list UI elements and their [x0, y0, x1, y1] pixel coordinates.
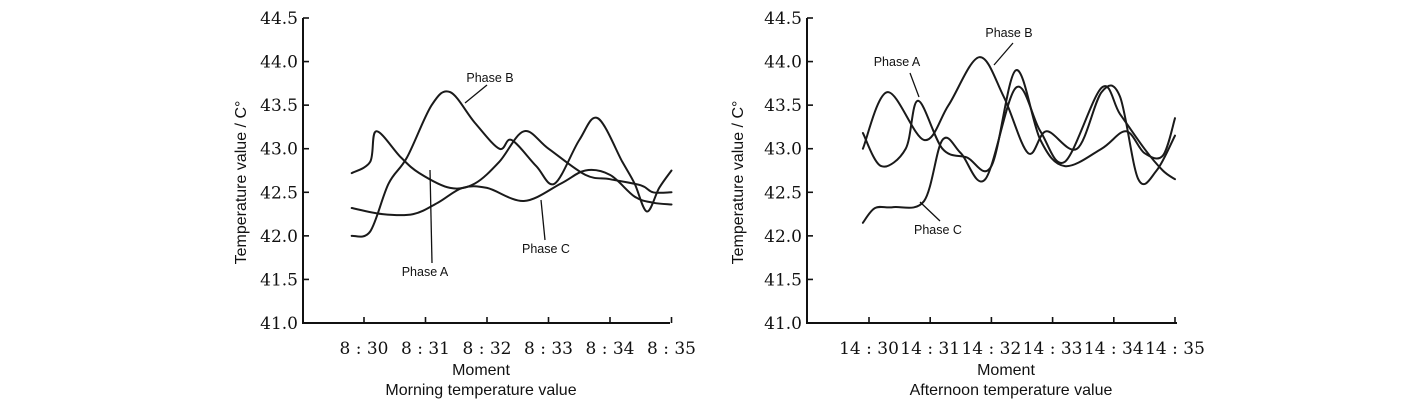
series-line-phase-b [350, 90, 673, 238]
chart-caption: Afternoon temperature value [910, 382, 1113, 399]
axes [806, 18, 1177, 324]
series-annotation-label: Phase C [914, 223, 962, 237]
series-line-phase-c [350, 168, 673, 217]
x-tick-label: 14 : 31 [900, 339, 960, 359]
series-annotation-label: Phase B [466, 71, 513, 85]
series-annotation-label: Phase C [522, 242, 570, 256]
y-tick-label: 41.0 [260, 314, 298, 334]
x-tick-label: 8 : 31 [401, 339, 450, 359]
series-annotation-label: Phase B [985, 26, 1032, 40]
series-line-phase-a [350, 130, 673, 194]
x-tick-label: 14 : 30 [839, 339, 899, 359]
y-axis-title: Temperature value / C° [233, 101, 250, 265]
annotation-leader-line [540, 199, 546, 241]
x-tick-label: 8 : 33 [524, 339, 573, 359]
x-tick-label: 14 : 35 [1145, 339, 1205, 359]
y-tick-label: 43.0 [764, 140, 802, 160]
y-tick-label: 44.0 [260, 53, 298, 73]
chart-panel-1: 41.0 41.5 42.0 42.5 43.0 43.5 44.0 44.5 8 : 30 8 … [233, 9, 696, 399]
x-tick-label: 14 : 32 [961, 339, 1021, 359]
y-axis-title: Temperature value / C° [730, 101, 747, 265]
y-tick-label: 44.0 [764, 53, 802, 73]
series-annotation-label: Phase A [402, 265, 449, 279]
y-tick-label: 42.0 [260, 227, 298, 247]
series-line-phase-b [861, 56, 1176, 186]
x-tick-label: 8 : 34 [586, 339, 635, 359]
y-tick-label: 44.5 [260, 9, 298, 29]
x-tick-label: 8 : 35 [647, 339, 696, 359]
y-tick-label: 42.5 [260, 183, 298, 203]
chart-caption: Morning temperature value [385, 382, 576, 399]
annotation-leader-line [429, 169, 433, 264]
y-tick-label: 41.0 [764, 314, 802, 334]
x-tick-label: 14 : 33 [1023, 339, 1083, 359]
y-tick-label: 42.5 [764, 183, 802, 203]
chart-panel-2: 41.041.542.042.543.043.544.044.514 : 30 1… [730, 9, 1205, 399]
y-tick-label: 44.5 [764, 9, 802, 29]
annotation-leader-line [909, 72, 920, 98]
series-line-phase-c [861, 85, 1176, 224]
x-tick-label: 8 : 30 [340, 339, 389, 359]
annotation-leader-line [993, 42, 1014, 66]
y-tick-label: 43.0 [260, 140, 298, 160]
x-tick-label: 14 : 34 [1084, 339, 1144, 359]
annotation-leader-line [464, 84, 488, 104]
x-axis-title: Moment [977, 362, 1035, 379]
x-tick-label: 8 : 32 [463, 339, 512, 359]
x-axis-title: Moment [452, 362, 510, 379]
series-annotation-label: Phase A [874, 55, 921, 69]
y-tick-label: 42.0 [764, 227, 802, 247]
y-tick-label: 43.5 [764, 96, 802, 116]
annotation-leader-line [919, 201, 941, 222]
y-tick-label: 41.5 [260, 270, 298, 290]
series-line-phase-a [861, 69, 1176, 173]
y-tick-label: 43.5 [260, 96, 298, 116]
y-tick-label: 41.5 [764, 270, 802, 290]
